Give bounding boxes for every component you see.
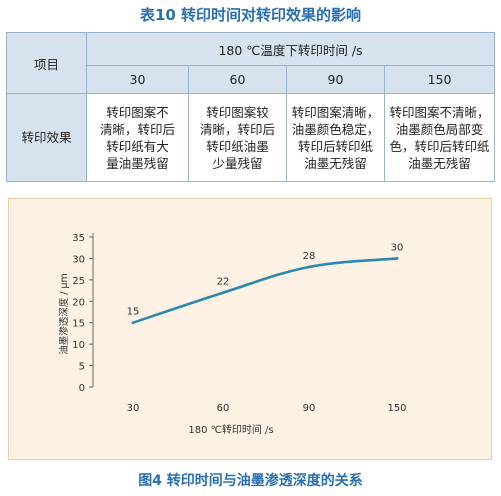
x-tick-label: 60 [217,403,230,414]
x-tick-label: 30 [127,403,140,414]
effect-cell-90: 转印图案清晰， 油墨颜色稳定， 转印后转印纸 油墨无残留 [286,93,385,182]
figure-caption: 图4 转印时间与油墨渗透深度的关系 [138,473,363,489]
data-label: 28 [303,251,316,262]
y-tick-label: 35 [72,233,85,244]
y-tick-label: 20 [72,297,85,308]
x-axis-title: 180 ℃转印时间 /s [188,423,273,436]
effect-cell-60: 转印图案较 清晰，转印后 转印纸油墨 少量残留 [188,93,287,182]
y-tick-label: 25 [72,276,85,287]
penetration-depth-chart: 0 5 10 15 20 25 30 35 30 60 90 150 180 ℃转印时间 /s 油墨渗透深… [58,233,407,436]
y-tick-label: 30 [72,254,85,265]
item-header: 项目 [6,32,87,94]
transfer-effect-table: 项目 180 ℃温度下转印时间 /s 30 60 90 150 转印效果 转印图… [6,32,496,182]
time-header-150: 150 [383,65,496,94]
y-tick-label: 10 [72,340,85,351]
time-header-30: 30 [86,65,189,94]
x-tick-label: 90 [303,403,316,414]
data-label: 15 [127,307,140,318]
y-tick-label: 5 [79,362,85,373]
data-label: 30 [391,242,404,253]
time-group-header: 180 ℃温度下转印时间 /s [85,32,496,66]
data-point [221,291,225,295]
effect-cell-30: 转印图案不 清晰，转印后 转印纸有大 量油墨残留 [86,93,189,182]
y-tick-label: 0 [79,383,85,394]
data-label: 22 [217,277,230,288]
time-header-90: 90 [286,65,385,94]
time-header-60: 60 [188,65,287,94]
data-point [307,265,311,269]
effect-cell-150: 转印图案不清晰， 油墨颜色局部变 色，转印后转印纸 油墨无残留 [383,93,496,182]
table-title: 表10 转印时间对转印效果的影响 [139,6,362,24]
y-tick-label: 15 [72,319,85,330]
y-axis-title: 油墨渗透深度 / μm [58,273,70,355]
data-point [131,321,135,325]
series-line [131,257,399,325]
effect-row-label: 转印效果 [6,93,87,182]
x-tick-label: 150 [387,403,406,414]
data-point [395,257,399,260]
chart-panel: 0 5 10 15 20 25 30 35 30 60 90 150 180 ℃转印时间 /s 油墨渗透深… [8,198,492,460]
